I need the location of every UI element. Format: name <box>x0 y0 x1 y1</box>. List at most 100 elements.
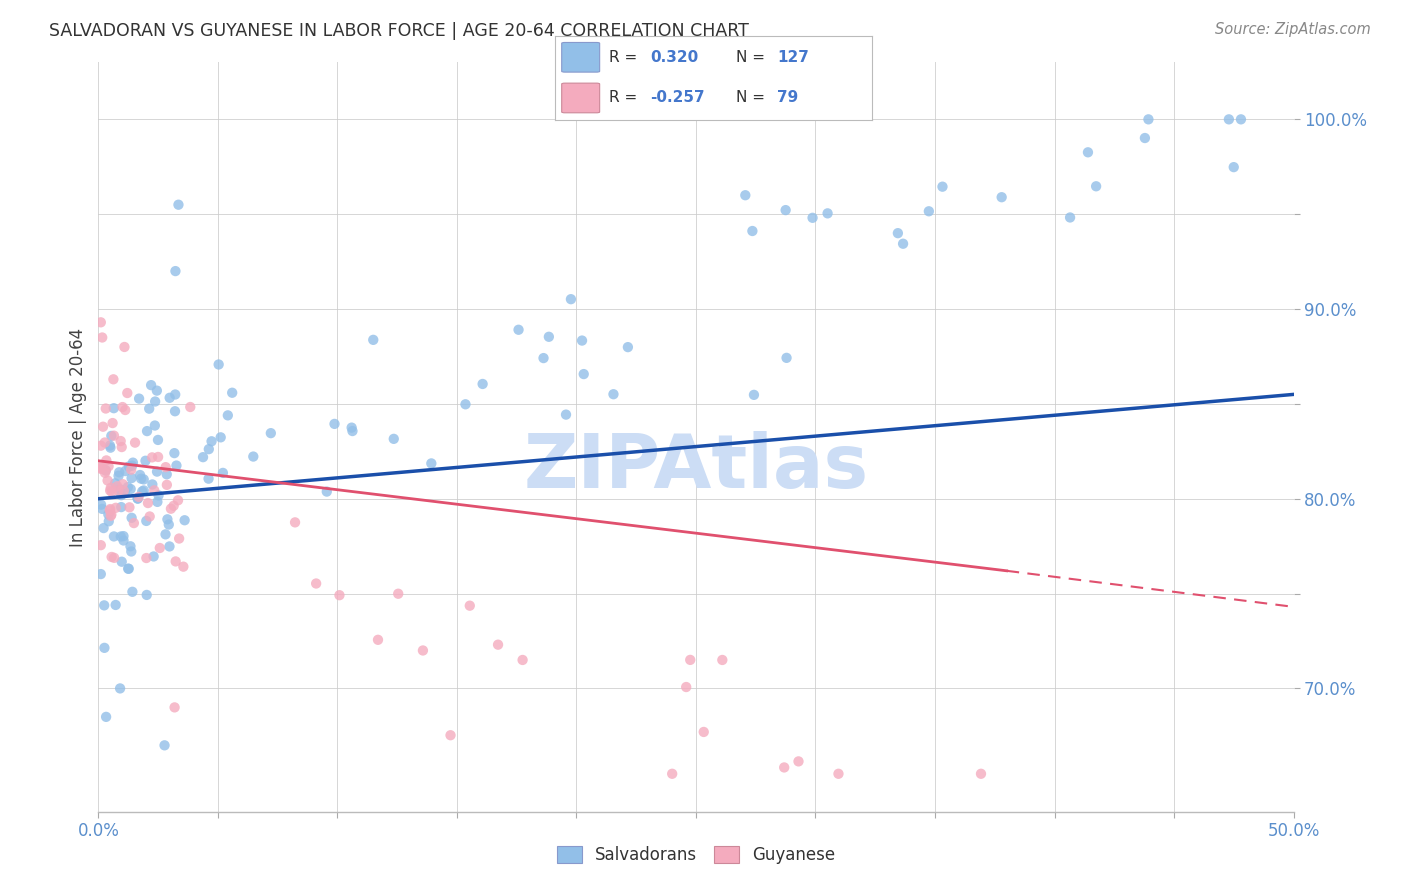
Point <box>367 632 389 647</box>
Point <box>98 483 121 498</box>
Point <box>260 426 283 441</box>
Point <box>120 462 142 476</box>
Point <box>787 755 810 769</box>
Point <box>103 428 125 442</box>
Point <box>160 501 183 516</box>
Point <box>887 226 910 240</box>
Point <box>90 567 112 582</box>
Point <box>1085 179 1108 194</box>
Point <box>129 468 152 483</box>
Point <box>90 462 112 476</box>
Point <box>96 453 118 467</box>
Point <box>146 450 169 464</box>
Point <box>143 418 166 433</box>
Point <box>918 204 941 219</box>
Text: N =: N = <box>735 50 769 65</box>
Point <box>103 529 125 543</box>
Point <box>138 401 160 416</box>
FancyBboxPatch shape <box>562 83 599 112</box>
Point <box>412 643 434 657</box>
Point <box>179 400 201 414</box>
Point <box>420 457 443 471</box>
Point <box>143 394 166 409</box>
Point <box>153 739 176 753</box>
Point <box>197 472 219 486</box>
Point <box>157 517 180 532</box>
Point <box>801 211 824 225</box>
Point <box>990 190 1012 204</box>
Point <box>217 409 239 423</box>
Point <box>827 766 849 780</box>
Point <box>110 488 132 502</box>
Point <box>1218 112 1240 127</box>
Point <box>97 514 120 528</box>
Point <box>110 434 132 448</box>
Point <box>1222 160 1244 174</box>
Text: Source: ZipAtlas.com: Source: ZipAtlas.com <box>1215 22 1371 37</box>
Point <box>387 587 409 601</box>
Point <box>91 330 114 344</box>
Point <box>104 598 127 612</box>
Point <box>458 599 481 613</box>
Point <box>142 549 165 564</box>
Point <box>342 424 364 438</box>
Point <box>100 549 122 564</box>
Point <box>117 562 139 576</box>
Point <box>165 264 187 278</box>
Point <box>970 766 993 780</box>
Point <box>165 387 187 401</box>
Point <box>323 417 346 431</box>
Point <box>138 509 160 524</box>
Point <box>891 236 914 251</box>
Point <box>129 472 152 486</box>
Point <box>146 495 169 509</box>
Point <box>305 576 328 591</box>
Point <box>124 435 146 450</box>
Point <box>817 206 839 220</box>
Point <box>110 500 132 515</box>
Point <box>675 680 697 694</box>
Point <box>173 513 195 527</box>
Point <box>167 197 190 211</box>
Point <box>163 446 186 460</box>
Text: N =: N = <box>735 90 769 105</box>
Point <box>98 502 121 516</box>
Point <box>734 188 756 202</box>
Point <box>775 203 797 218</box>
Point <box>537 330 560 344</box>
Point <box>112 529 135 543</box>
Point <box>617 340 640 354</box>
Point <box>117 386 139 401</box>
Point <box>103 372 125 386</box>
Point <box>221 385 243 400</box>
Point <box>159 540 181 554</box>
Point <box>100 429 122 443</box>
Point <box>141 450 163 465</box>
Point <box>100 441 122 455</box>
Point <box>135 588 157 602</box>
Point <box>159 391 181 405</box>
Point <box>773 760 796 774</box>
Point <box>148 488 170 502</box>
Point <box>165 458 187 473</box>
Point <box>135 551 157 566</box>
Point <box>104 500 127 515</box>
Point <box>121 511 143 525</box>
Point <box>98 503 121 517</box>
Point <box>120 544 142 558</box>
Point <box>94 463 117 477</box>
Point <box>679 653 702 667</box>
Text: -0.257: -0.257 <box>650 90 704 105</box>
Point <box>97 508 120 522</box>
Text: 127: 127 <box>778 50 808 65</box>
Point <box>121 584 143 599</box>
Point <box>108 483 131 497</box>
Point <box>105 479 128 493</box>
Point <box>163 404 186 418</box>
Point <box>90 461 112 475</box>
Point <box>98 439 121 453</box>
Point <box>111 400 134 414</box>
Point <box>108 681 131 696</box>
Point <box>118 562 141 576</box>
Point <box>555 408 578 422</box>
